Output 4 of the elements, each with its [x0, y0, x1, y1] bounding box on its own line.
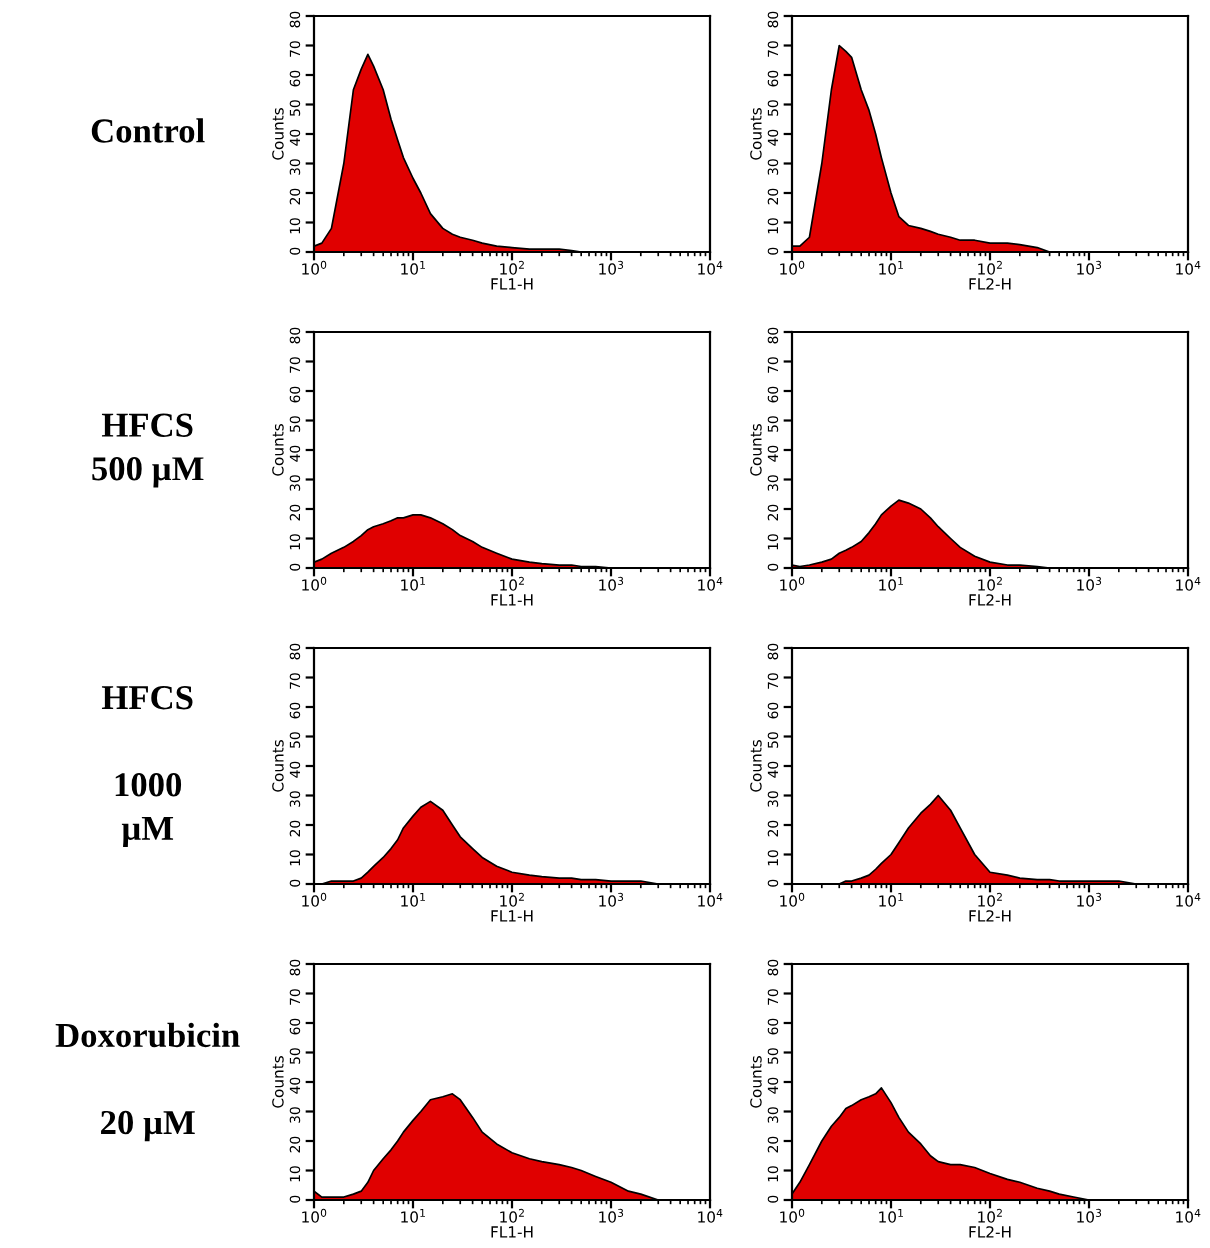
text: Control: [91, 118, 205, 143]
text: HFCS 1000 µM: [101, 686, 193, 848]
text: HFCS 500 µM: [92, 413, 204, 488]
text: Doxorubicin 20 µM: [55, 1022, 240, 1142]
